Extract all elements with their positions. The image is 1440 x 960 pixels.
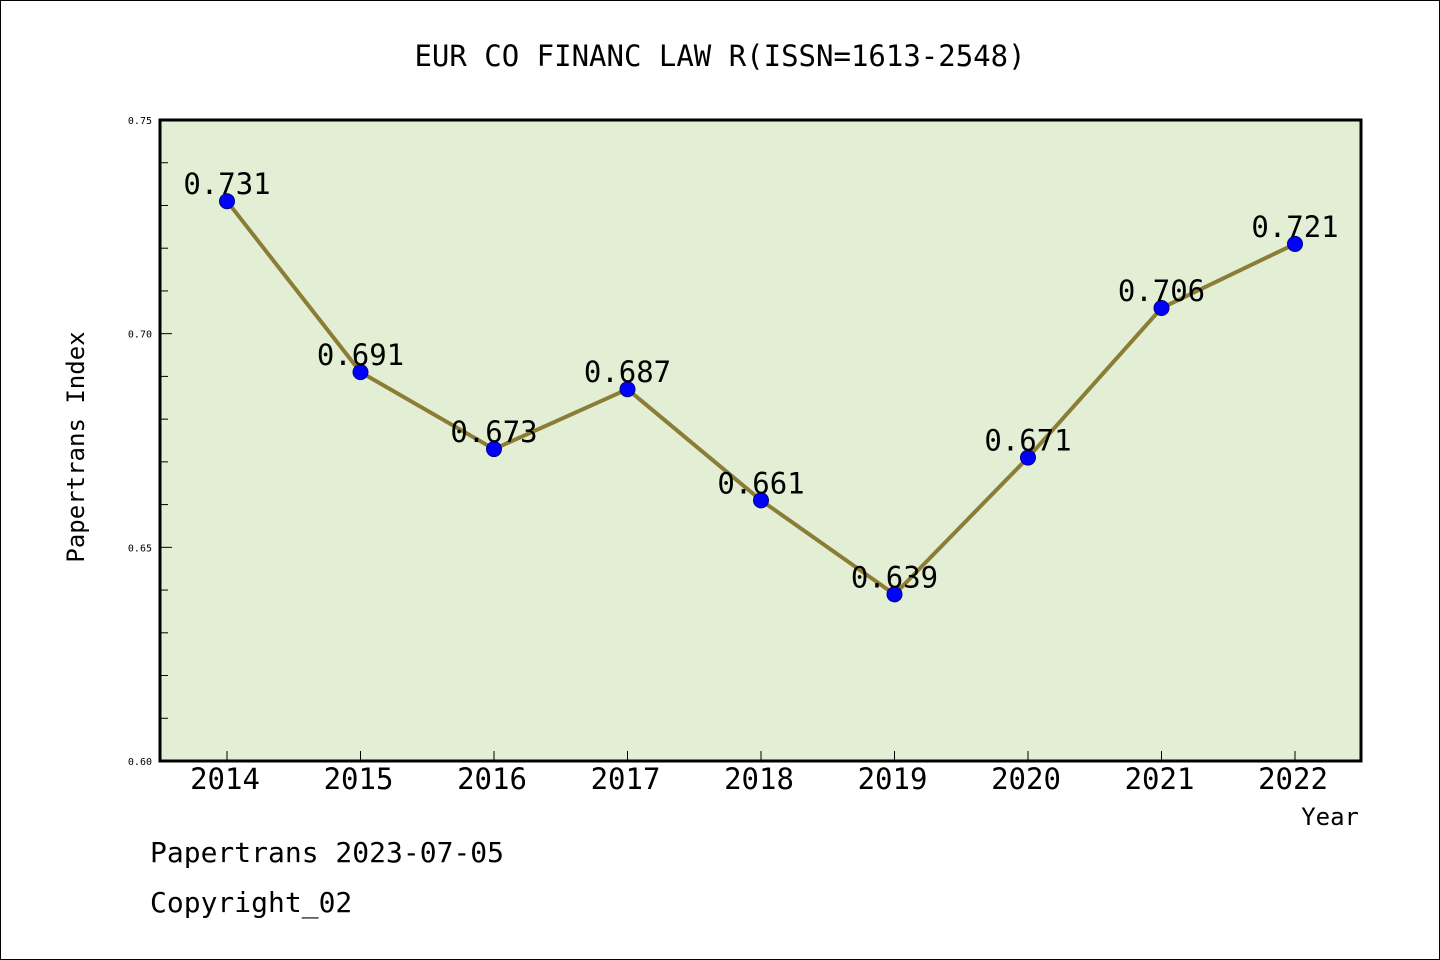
y-tick-label: 0.65 <box>128 543 152 554</box>
x-tick-label: 2021 <box>1125 762 1195 796</box>
x-axis-ticks: 2014 2015 2016 2017 2018 2019 2020 2021 2022 <box>190 751 1328 796</box>
plot-area <box>158 118 1363 763</box>
x-tick-label: 2019 <box>858 762 928 796</box>
x-tick-label: 2022 <box>1258 762 1328 796</box>
chart-title: EUR CO FINANC LAW R(ISSN=1613-2548) <box>414 39 1025 73</box>
data-label: 0.731 <box>183 167 270 201</box>
data-label: 0.639 <box>851 560 938 594</box>
y-tick-label: 0.75 <box>128 116 152 127</box>
data-point <box>1020 449 1036 466</box>
x-tick-label: 2016 <box>457 762 527 796</box>
data-label: 0.691 <box>317 338 404 372</box>
data-point <box>1153 300 1170 317</box>
x-axis-label: Year <box>1301 803 1359 831</box>
data-point <box>1287 235 1303 252</box>
data-point <box>619 381 636 398</box>
data-point <box>753 492 769 509</box>
series-layer: 0.731 0.691 0.673 0.687 0.661 0.639 0.671 0.706… <box>183 167 1339 603</box>
data-point <box>352 364 369 381</box>
y-tick-label: 0.70 <box>128 330 152 341</box>
x-tick-label: 2017 <box>591 762 661 796</box>
data-point <box>219 193 235 210</box>
data-label: 0.673 <box>450 415 537 449</box>
data-label: 0.671 <box>984 424 1071 458</box>
data-label: 0.661 <box>717 466 804 500</box>
x-tick-label: 2014 <box>190 762 260 796</box>
data-point <box>486 441 502 458</box>
data-label: 0.687 <box>584 355 671 389</box>
data-label: 0.706 <box>1118 274 1205 308</box>
footer-copyright: Copyright_02 <box>150 886 353 919</box>
y-axis-label: Papertrans Index <box>62 331 90 562</box>
data-label: 0.721 <box>1251 210 1338 244</box>
x-tick-label: 2015 <box>324 762 394 796</box>
y-tick-label: 0.60 <box>128 757 152 768</box>
footer-date: Papertrans 2023-07-05 <box>150 836 505 869</box>
x-tick-label: 2020 <box>991 762 1061 796</box>
data-point <box>886 586 903 603</box>
y-axis-ticks: 0.60 0.65 0.70 0.75 <box>128 116 172 768</box>
x-tick-label: 2018 <box>724 762 794 796</box>
